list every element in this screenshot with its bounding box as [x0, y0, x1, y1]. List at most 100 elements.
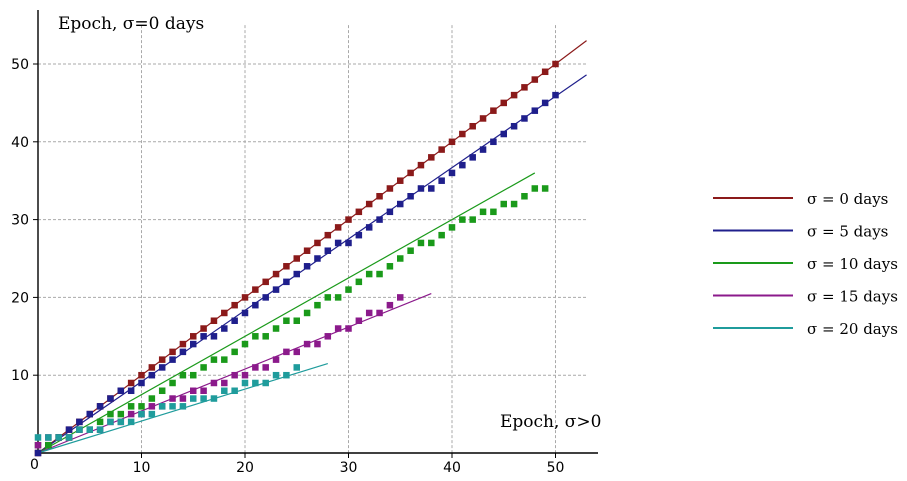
data-point — [345, 286, 352, 293]
data-point — [334, 239, 342, 247]
data-point — [552, 60, 559, 68]
data-point — [148, 371, 156, 379]
data-point — [117, 418, 125, 426]
data-point — [448, 138, 456, 146]
data-point — [252, 333, 259, 340]
data-point — [210, 317, 218, 324]
data-point — [355, 317, 363, 324]
data-point — [210, 356, 218, 363]
legend-label: σ = 10 days — [807, 255, 898, 273]
data-point — [552, 91, 559, 99]
data-point — [303, 263, 311, 270]
x-axis-title: Epoch, σ>0 — [500, 412, 601, 432]
data-point — [210, 333, 218, 340]
data-point — [531, 185, 539, 192]
data-point — [479, 208, 487, 216]
data-point — [459, 130, 466, 138]
data-point — [283, 278, 290, 286]
data-point — [200, 387, 207, 395]
data-point — [459, 216, 466, 223]
data-point — [272, 325, 280, 332]
data-point — [334, 224, 342, 231]
data-point — [158, 387, 166, 395]
data-point — [365, 309, 373, 317]
data-point — [241, 294, 249, 301]
data-point — [417, 161, 425, 169]
x-tick-label: 40 — [443, 460, 461, 476]
data-point — [355, 208, 363, 216]
data-point — [272, 356, 280, 363]
data-point — [169, 348, 176, 356]
data-point — [262, 379, 269, 387]
data-point — [479, 146, 487, 153]
data-point — [314, 301, 321, 309]
data-point — [541, 99, 549, 107]
data-point — [283, 263, 290, 270]
data-point — [293, 348, 300, 356]
data-point — [293, 255, 300, 262]
data-point — [210, 379, 218, 387]
data-point — [521, 193, 528, 200]
data-point — [221, 309, 228, 317]
data-point — [490, 138, 497, 146]
data-point — [127, 387, 135, 395]
data-point — [210, 395, 218, 402]
data-point — [179, 371, 187, 379]
data-point — [169, 379, 176, 387]
data-point — [148, 403, 156, 410]
data-point — [158, 403, 166, 410]
x-tick-label: 30 — [340, 460, 358, 476]
data-point — [158, 356, 166, 363]
data-point — [365, 200, 373, 208]
data-point — [252, 286, 259, 293]
data-point — [397, 177, 404, 184]
data-point — [231, 301, 238, 309]
data-point — [303, 247, 311, 254]
data-point — [293, 317, 300, 324]
data-point — [190, 395, 197, 402]
data-point — [303, 309, 311, 317]
data-point — [283, 317, 290, 324]
x-tick-label: 10 — [133, 460, 151, 476]
data-point — [148, 364, 156, 371]
data-point — [500, 130, 507, 138]
data-point — [107, 410, 114, 418]
data-point — [469, 154, 476, 161]
data-point — [386, 208, 394, 216]
data-point — [345, 239, 352, 247]
axes — [37, 10, 598, 454]
fit-line — [37, 172, 536, 454]
data-point — [241, 371, 249, 379]
data-point — [241, 309, 249, 317]
data-point — [510, 122, 518, 130]
data-point — [397, 200, 404, 208]
data-point — [34, 434, 42, 441]
data-point — [428, 185, 435, 192]
data-point — [169, 356, 176, 363]
data-point — [469, 122, 476, 130]
data-point — [397, 255, 404, 262]
data-point — [221, 379, 228, 387]
data-point — [407, 247, 414, 254]
data-point — [314, 255, 321, 262]
data-point — [428, 154, 435, 161]
data-point — [148, 395, 156, 402]
data-point — [45, 434, 52, 441]
data-point — [190, 340, 197, 348]
data-point — [355, 278, 363, 286]
y-tick-label: 10 — [11, 368, 29, 384]
data-point — [179, 348, 187, 356]
data-point — [200, 395, 207, 402]
data-point — [200, 325, 207, 332]
data-point — [55, 434, 62, 441]
data-point — [138, 371, 145, 379]
data-point — [417, 185, 425, 192]
data-point — [272, 371, 280, 379]
data-point — [521, 115, 528, 122]
data-point — [324, 294, 332, 301]
data-point — [200, 364, 207, 371]
data-point — [386, 185, 394, 192]
data-point — [231, 387, 238, 395]
data-point — [96, 418, 104, 426]
